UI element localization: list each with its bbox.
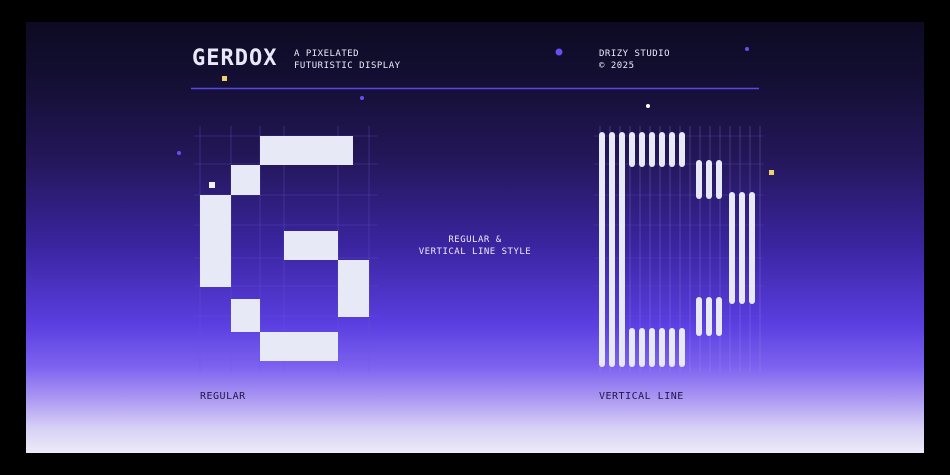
glyph-vertical-bar bbox=[706, 160, 712, 199]
poster: GERDOX A PIXELATED FUTURISTIC DISPLAY DR… bbox=[26, 22, 924, 453]
glyph-vertical-bar bbox=[659, 328, 665, 367]
glyph-vertical-bar bbox=[716, 160, 722, 199]
glyph-g-pixel bbox=[284, 231, 338, 260]
glyph-vertical-bar bbox=[706, 297, 712, 336]
glyph-g-pixel bbox=[260, 136, 284, 165]
glyph-vertical-bar bbox=[716, 297, 722, 336]
glyph-g-pixel bbox=[200, 259, 231, 287]
glyph-vertical-bar bbox=[669, 132, 675, 167]
glyph-vertical-bar bbox=[629, 328, 635, 367]
decor-square bbox=[769, 170, 774, 175]
glyph-vertical-bar bbox=[639, 328, 645, 367]
style-description: REGULAR & VERTICAL LINE STYLE bbox=[366, 234, 584, 258]
glyph-vertical-bar bbox=[679, 132, 685, 167]
style-line-2: VERTICAL LINE STYLE bbox=[418, 247, 532, 257]
glyph-vertical-bar bbox=[739, 192, 745, 304]
glyph-vertical-bar bbox=[639, 132, 645, 167]
glyph-g-pixel bbox=[338, 136, 353, 165]
glyph-vertical-bar bbox=[629, 132, 635, 167]
style-line-1: REGULAR & bbox=[448, 235, 502, 245]
glyph-vertical-bar bbox=[619, 132, 625, 367]
glyph-vertical-bar bbox=[599, 132, 605, 367]
decor-dot bbox=[360, 96, 364, 100]
glyph-g-pixel bbox=[284, 136, 338, 165]
glyph-g-pixel bbox=[284, 332, 338, 361]
studio-info: DRIZY STUDIO © 2025 bbox=[599, 48, 670, 72]
poster-artwork bbox=[177, 47, 774, 372]
copyright: © 2025 bbox=[599, 61, 635, 71]
glyph-vertical-bar bbox=[749, 192, 755, 304]
brand-logo: GERDOX bbox=[192, 46, 278, 71]
studio-name: DRIZY STUDIO bbox=[599, 49, 671, 59]
decor-dot bbox=[745, 47, 749, 51]
caption-vertical-line: VERTICAL LINE bbox=[599, 391, 684, 402]
decor-square bbox=[209, 182, 215, 188]
tagline: A PIXELATED FUTURISTIC DISPLAY bbox=[294, 48, 401, 72]
decor-dot bbox=[555, 48, 563, 56]
caption-regular: REGULAR bbox=[200, 391, 246, 402]
glyph-vertical-bar bbox=[609, 132, 615, 367]
decor-square bbox=[222, 76, 227, 81]
glyph-g-pixel bbox=[231, 299, 260, 332]
glyph-vertical-bar bbox=[659, 132, 665, 167]
glyph-vertical-bar bbox=[649, 132, 655, 167]
glyph-vertical-bar bbox=[649, 328, 655, 367]
glyph-g-pixel bbox=[200, 195, 231, 225]
glyph-g-pixel bbox=[338, 260, 369, 287]
decor-dot bbox=[177, 151, 181, 155]
decor-dot bbox=[646, 104, 650, 108]
glyph-g-pixel bbox=[200, 225, 231, 259]
tagline-line-1: A PIXELATED bbox=[294, 49, 360, 59]
glyph-vertical-bar bbox=[729, 192, 735, 304]
glyph-vertical-bar bbox=[679, 328, 685, 367]
glyph-g-pixel bbox=[260, 332, 284, 361]
glyph-vertical-bar bbox=[696, 160, 702, 199]
glyph-g-pixel bbox=[231, 165, 260, 195]
tagline-line-2: FUTURISTIC DISPLAY bbox=[294, 61, 401, 71]
glyph-g-pixel bbox=[338, 287, 369, 317]
glyph-vertical-bar bbox=[696, 297, 702, 336]
glyph-vertical-bar bbox=[669, 328, 675, 367]
